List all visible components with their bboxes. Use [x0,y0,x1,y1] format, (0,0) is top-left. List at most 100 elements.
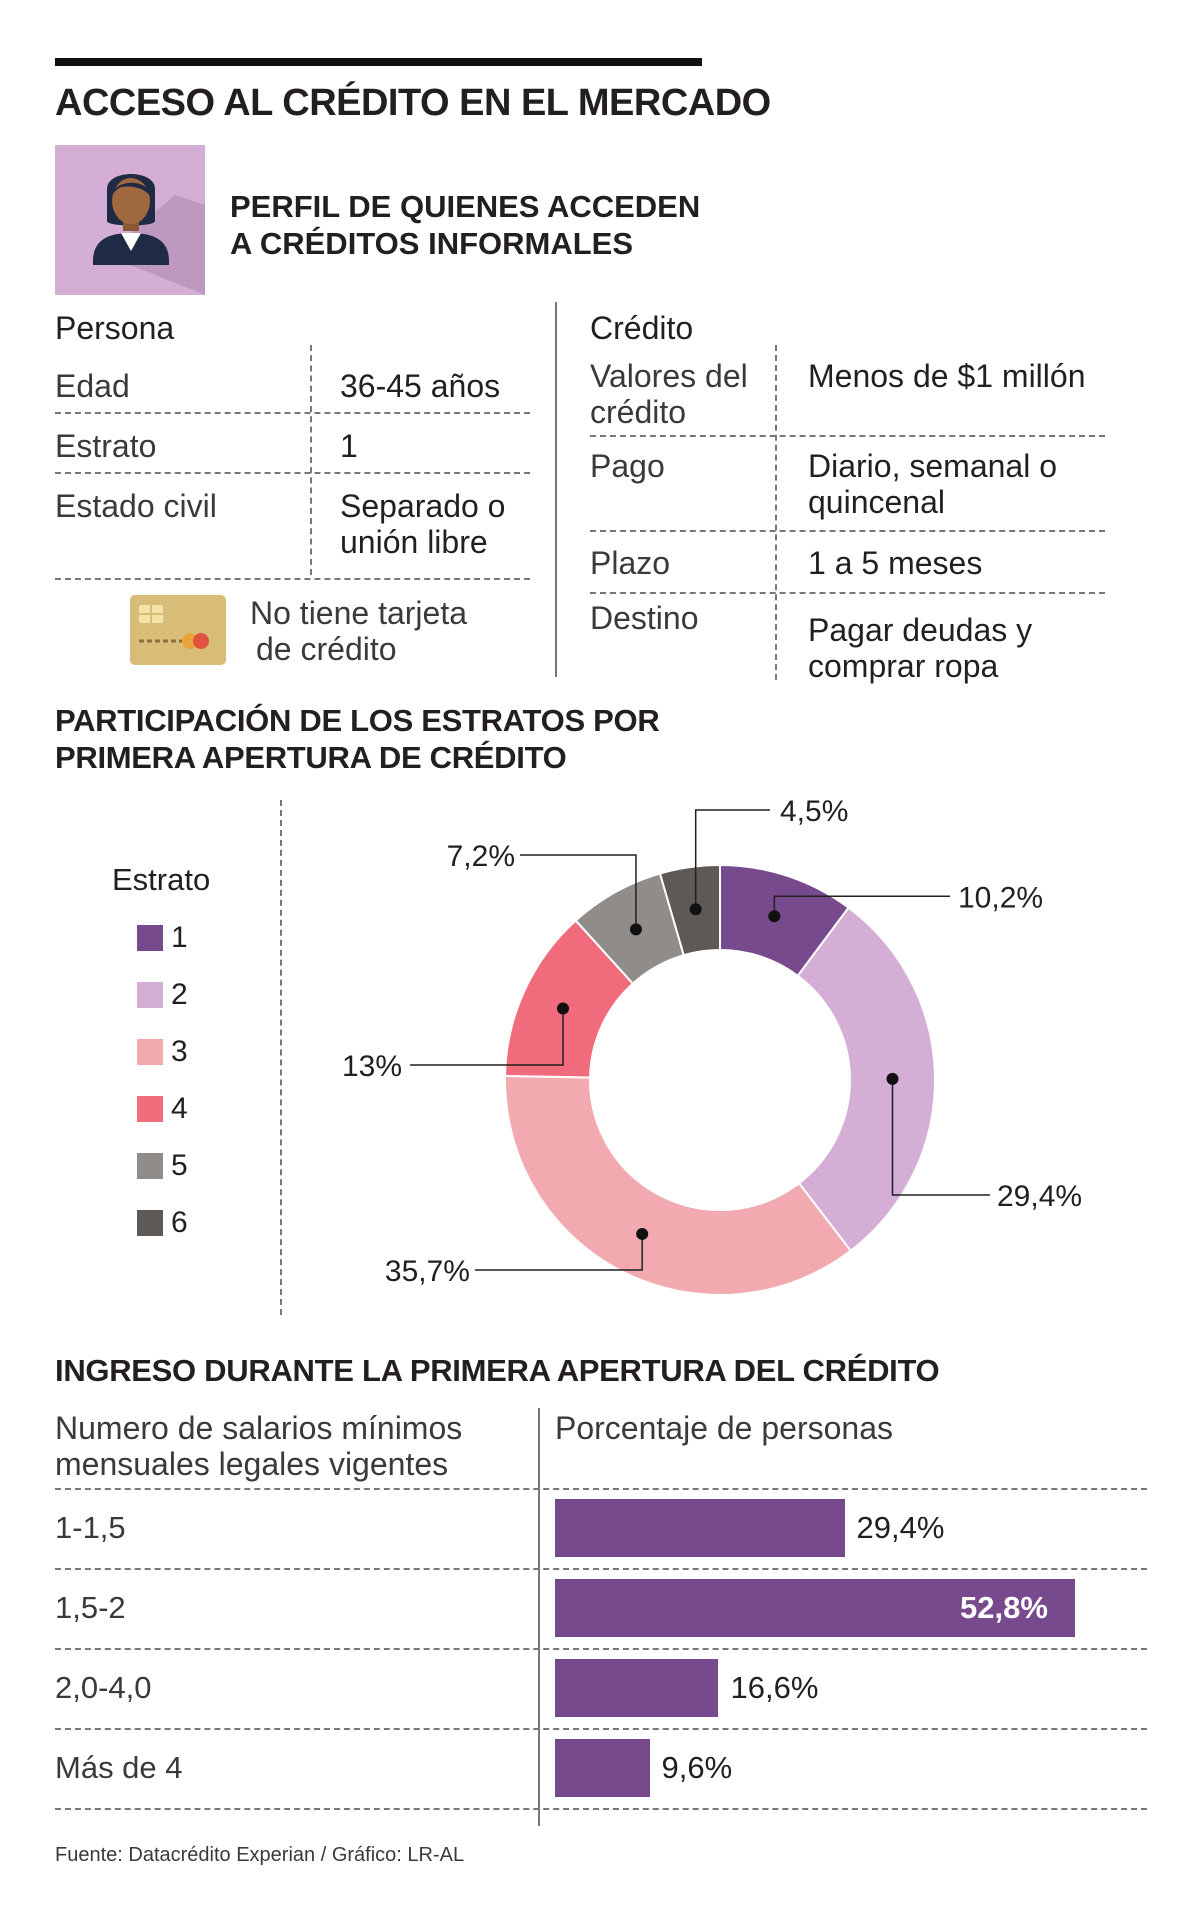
value-line2: comprar ropa [808,648,999,684]
bar-value-label: 52,8% [960,1590,1048,1625]
bar-value-label: 9,6% [661,1750,733,1785]
donut-slice [796,906,936,1253]
row-separator [590,530,1105,532]
donut-title-line1: PARTICIPACIÓN DE LOS ESTRATOS POR [55,703,660,738]
bar-category-label: Más de 4 [55,1750,183,1785]
row-separator [55,1808,1147,1810]
row-separator [55,1728,1147,1730]
bar-value-label: 29,4% [856,1510,945,1545]
donut-chart-title: PARTICIPACIÓN DE LOS ESTRATOS POR PRIMER… [55,702,660,776]
donut-slice [504,1074,853,1296]
bar-chart-title: INGRESO DURANTE LA PRIMERA APERTURA DEL … [55,1353,940,1388]
page-title: ACCESO AL CRÉDITO EN EL MERCADO [55,82,771,124]
row-separator [55,578,530,580]
legend-swatch [137,1153,163,1179]
leader-dot [886,1072,899,1085]
slice-label: 13% [342,1050,402,1083]
row-separator [55,1488,1147,1490]
legend-label: 1 [171,921,188,954]
slice-label: 29,4% [997,1180,1082,1213]
label-line2: crédito [590,394,687,430]
bar-category-label: 1-1,5 [55,1510,126,1545]
legend-title: Estrato [112,862,211,897]
leader-dot [636,1227,649,1240]
persona-row-value: 36-45 años [340,368,501,404]
value-line1: Separado o [340,488,506,524]
row-separator [55,472,530,474]
persona-row-value: 1 [340,428,358,464]
leader-line [475,1233,643,1271]
leader-line [410,1008,564,1066]
legend-item: 5 [137,1149,188,1182]
legend-item: 2 [137,978,188,1011]
bar-divider [538,1408,540,1826]
credito-row-value: Menos de $1 millón [808,358,1086,394]
bar-category-label: 2,0-4,0 [55,1670,152,1705]
card-note-line2: de crédito [256,631,397,667]
legend-item: 3 [137,1035,188,1068]
legend-label: 5 [171,1149,188,1182]
leader-dot [557,1002,570,1015]
value-line2: quincenal [808,484,945,520]
category-header: Numero de salarios mínimos mensuales leg… [55,1410,462,1482]
credito-row-label: Valores del crédito [590,358,748,430]
leader-line [891,1078,990,1196]
category-header-line2: mensuales legales vigentes [55,1446,449,1482]
credito-row-label: Pago [590,448,665,484]
donut-chart: 10,2% 29,4% 35,7% 13% 7,2% 4,5% [342,795,1082,1296]
row-separator [590,592,1105,594]
legend-swatch [137,1096,163,1122]
bar [555,1499,845,1557]
bar [555,1659,719,1717]
row-separator [55,1568,1147,1570]
credito-row-value: Pagar deudas y comprar ropa [808,612,1032,684]
legend-item: 4 [137,1092,188,1125]
avatar [55,145,205,295]
persona-row-value: Separado o unión libre [340,488,505,560]
persona-row-label: Estado civil [55,488,217,524]
legend-swatch [137,1210,163,1236]
top-rule [55,58,702,66]
card-note: No tiene tarjeta de crédito [250,595,467,667]
credito-row-label: Plazo [590,545,671,581]
label-line1: Valores del [590,358,748,394]
leader-dot [768,910,781,923]
leader-line [520,854,637,930]
bar [555,1739,650,1797]
row-separator [55,412,530,414]
legend-label: 4 [171,1092,188,1125]
value-header: Porcentaje de personas [555,1410,893,1446]
credito-row-label: Destino [590,600,699,636]
person-icon [93,174,205,295]
slice-label: 35,7% [385,1255,470,1288]
row-separator [590,435,1105,437]
slice-label: 7,2% [447,840,515,873]
credito-row-value: Diario, semanal o quincenal [808,448,1057,520]
credito-heading: Crédito [590,310,694,346]
leader-dot [689,903,702,916]
value-line1: Pagar deudas y [808,612,1033,648]
persona-divider [310,345,312,575]
leader-line [694,809,770,910]
source-note: Fuente: Datacrédito Experian / Gráfico: … [55,1844,465,1866]
credito-row-value: 1 a 5 meses [808,545,983,581]
row-separator [55,1648,1147,1650]
profile-title-line2: A CRÉDITOS INFORMALES [230,226,634,261]
legend-item: 1 [137,921,188,954]
credit-card-icon [130,595,226,665]
profile-title-line1: PERFIL DE QUIENES ACCEDEN [230,189,701,224]
legend-swatch [137,925,163,951]
card-note-line1: No tiene tarjeta [250,595,468,631]
legend-swatch [137,982,163,1008]
legend: 1 2 3 4 5 6 [137,921,188,1265]
persona-row-label: Estrato [55,428,157,464]
leader-dot [629,923,642,936]
slice-label: 10,2% [958,881,1043,914]
persona-row-label: Edad [55,368,130,404]
value-line2: unión libre [340,524,488,560]
persona-heading: Persona [55,310,175,346]
leader-line [773,895,950,917]
legend-divider [280,800,282,1315]
credito-divider [775,345,777,680]
legend-swatch [137,1039,163,1065]
